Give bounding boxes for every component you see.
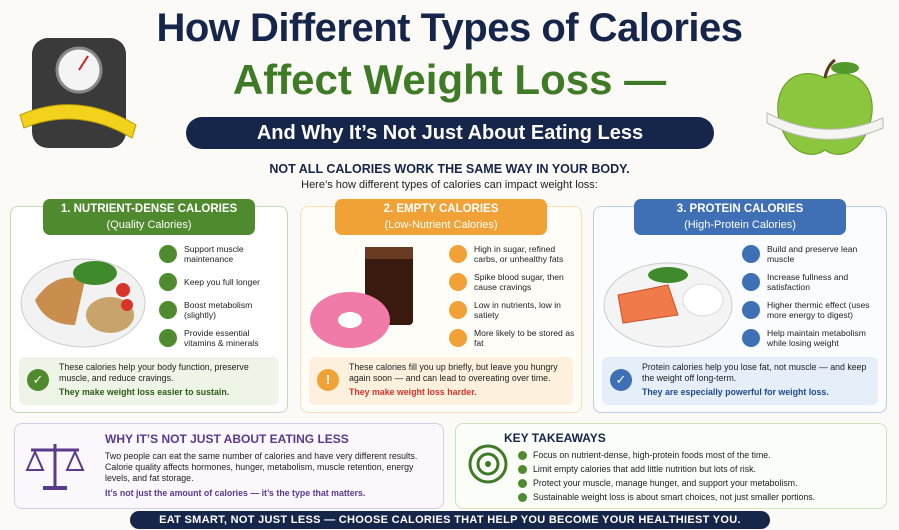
summary-emphasis: They make weight loss harder. (349, 387, 477, 397)
summary-text-block: Protein calories help you lose fat, not … (642, 362, 874, 398)
scale-illustration (19, 38, 137, 148)
benefit-point: Support muscle maintenance (159, 241, 283, 267)
why-heading: WHY IT’S NOT JUST ABOUT EATING LESS (105, 432, 349, 446)
scales-icon (25, 444, 85, 490)
benefit-point: Help maintain metabolism while losing we… (742, 325, 882, 351)
point-icon (742, 329, 760, 347)
card: 1. NUTRIENT-DENSE CALORIES (Quality Calor… (10, 199, 288, 413)
intro-text: Here’s how different types of calories c… (301, 179, 598, 191)
point-text: Increase fullness and satisfaction (767, 272, 849, 292)
card-header: 3. PROTEIN CALORIES (High-Protein Calorie… (634, 199, 846, 235)
takeaway-text: Sustainable weight loss is about smart c… (533, 492, 816, 502)
point-text: Low in nutrients, low in satiety (474, 300, 561, 320)
point-icon (742, 245, 760, 263)
card-subtitle: (High-Protein Calories) (684, 219, 796, 231)
target-icon (468, 444, 508, 484)
point-text: Spike blood sugar, then cause cravings (474, 272, 564, 292)
point-icon (449, 273, 467, 291)
intro-heading: NOT ALL CALORIES WORK THE SAME WAY IN YO… (269, 162, 630, 176)
card-subtitle: (Quality Calories) (106, 219, 192, 231)
footer-banner: EAT SMART, NOT JUST LESS — CHOOSE CALORI… (130, 511, 770, 529)
benefit-point: Keep you full longer (159, 269, 283, 295)
food-illustration (20, 258, 146, 348)
takeaway-check (518, 464, 527, 474)
point-text: Boost metabolism (slightly) (184, 300, 253, 320)
summary-text: These calories fill you up briefly, but … (349, 362, 558, 383)
point-text: High in sugar, refined carbs, or unhealt… (474, 244, 564, 264)
summary-box: ✓ Protein calories help you lose fat, not… (602, 357, 878, 405)
summary-box: ✓ These calories help your body function,… (19, 357, 279, 405)
summary-icon: ✓ (27, 369, 49, 391)
summary-text: Protein calories help you lose fat, not … (642, 362, 867, 383)
takeaway-item: Protect your muscle, manage hunger, and … (518, 476, 878, 490)
summary-text: These calories help your body function, … (59, 362, 249, 383)
point-icon (449, 329, 467, 347)
card-header: 1. NUTRIENT-DENSE CALORIES (Quality Calor… (43, 199, 255, 235)
point-icon (159, 273, 177, 291)
card: 2. EMPTY CALORIES (Low-Nutrient Calories)… (300, 199, 582, 413)
summary-box: ! These calories fill you up briefly, but… (309, 357, 573, 405)
food-illustration (310, 247, 413, 348)
summary-icon: ! (317, 369, 339, 391)
title-line-1: How Different Types of Calories (156, 6, 743, 50)
takeaways-heading: KEY TAKEAWAYS (504, 431, 606, 445)
point-icon (159, 301, 177, 319)
takeaway-check (518, 450, 527, 460)
benefit-point: Provide essential vitamins & minerals (159, 325, 283, 351)
summary-text-block: These calories fill you up briefly, but … (349, 362, 569, 398)
point-icon (742, 273, 760, 291)
benefit-point: Spike blood sugar, then cause cravings (449, 269, 577, 295)
summary-text-block: These calories help your body function, … (59, 362, 275, 398)
takeaway-item: Limit empty calories that add little nut… (518, 462, 878, 476)
benefit-point: High in sugar, refined carbs, or unhealt… (449, 241, 577, 267)
summary-emphasis: They are especially powerful for weight … (642, 387, 829, 397)
card-title: 1. NUTRIENT-DENSE CALORIES (60, 203, 238, 215)
point-text: Provide essential vitamins & minerals (184, 328, 259, 348)
point-text: Support muscle maintenance (184, 244, 244, 264)
takeaway-check (518, 492, 527, 502)
benefit-point: Higher thermic effect (uses more energy … (742, 297, 882, 323)
card-title: 2. EMPTY CALORIES (383, 203, 499, 215)
food-illustration (603, 262, 733, 348)
subtitle: And Why It’s Not Just About Eating Less (186, 117, 714, 149)
point-icon (159, 329, 177, 347)
point-icon (449, 301, 467, 319)
takeaway-text: Protect your muscle, manage hunger, and … (533, 478, 798, 488)
takeaway-item: Focus on nutrient-dense, high-protein fo… (518, 448, 878, 462)
benefit-point: Low in nutrients, low in satiety (449, 297, 577, 323)
takeaway-text: Focus on nutrient-dense, high-protein fo… (533, 450, 771, 460)
point-text: More likely to be stored as fat (474, 328, 575, 348)
benefit-point: More likely to be stored as fat (449, 325, 577, 351)
point-icon (449, 245, 467, 263)
takeaway-check (518, 478, 527, 488)
point-text: Higher thermic effect (uses more energy … (767, 300, 870, 320)
why-text: Two people can eat the same number of ca… (105, 451, 435, 499)
why-paragraph: Calorie quality affects hormones, hunger… (105, 462, 414, 483)
point-text: Help maintain metabolism while losing we… (767, 328, 866, 348)
takeaway-item: Sustainable weight loss is about smart c… (518, 490, 878, 504)
card-title: 3. PROTEIN CALORIES (676, 203, 804, 215)
benefit-point: Build and preserve lean muscle (742, 241, 882, 267)
point-text: Build and preserve lean muscle (767, 244, 858, 264)
summary-icon: ✓ (610, 369, 632, 391)
benefit-point: Increase fullness and satisfaction (742, 269, 882, 295)
why-paragraph: Two people can eat the same number of ca… (105, 451, 418, 461)
takeaways-box: KEY TAKEAWAYS Focus on nutrient-dense, h… (455, 423, 887, 509)
card-header: 2. EMPTY CALORIES (Low-Nutrient Calories) (335, 199, 547, 235)
takeaways-list: Focus on nutrient-dense, high-protein fo… (518, 448, 878, 504)
point-icon (742, 301, 760, 319)
benefit-point: Boost metabolism (slightly) (159, 297, 283, 323)
why-emphasis: It’s not just the amount of calories — i… (105, 488, 366, 498)
apple-illustration (766, 58, 884, 155)
takeaway-text: Limit empty calories that add little nut… (533, 464, 756, 474)
card: 3. PROTEIN CALORIES (High-Protein Calorie… (593, 199, 887, 413)
point-icon (159, 245, 177, 263)
summary-emphasis: They make weight loss easier to sustain. (59, 387, 230, 397)
title-line-2: Affect Weight Loss — (232, 56, 667, 103)
card-subtitle: (Low-Nutrient Calories) (384, 219, 498, 231)
why-box: WHY IT’S NOT JUST ABOUT EATING LESS Two … (14, 423, 444, 509)
point-text: Keep you full longer (184, 277, 260, 287)
